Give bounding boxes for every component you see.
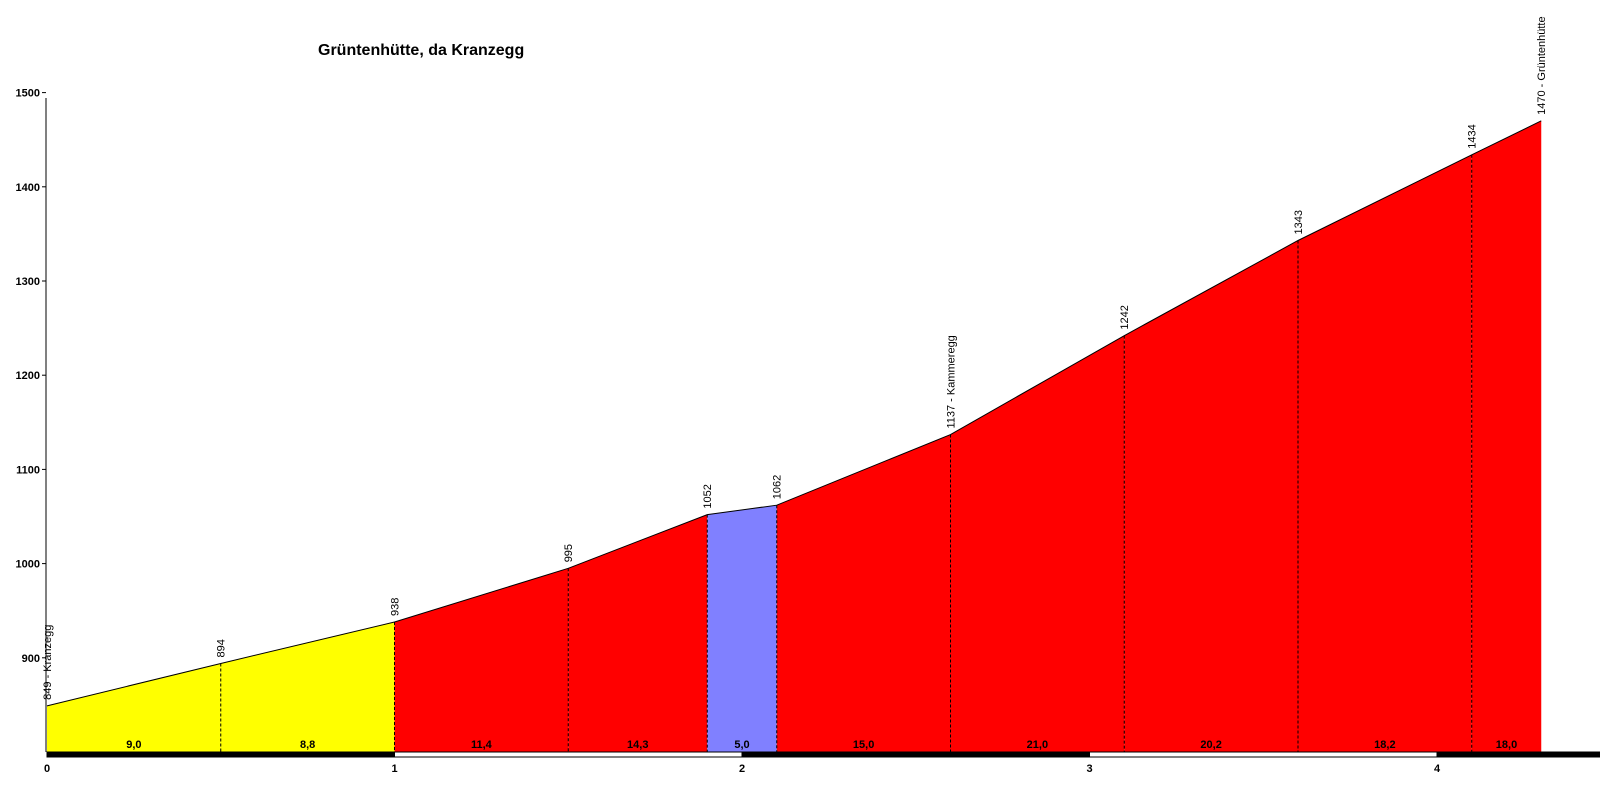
profile-segment-2 — [220, 622, 395, 752]
elevation-point-label: 938 — [390, 598, 402, 616]
y-axis: 900 1000 1100 1200 1300 1400 1500 — [16, 88, 47, 752]
chart-title: Grüntenhütte, da Kranzegg — [318, 42, 524, 59]
x-tick-label: 4 — [1434, 763, 1441, 775]
gradient-label: 11,4 — [471, 739, 493, 751]
profile-segment-3 — [394, 568, 569, 752]
profile-segment-6 — [776, 434, 951, 752]
point-labels: 849 - Kranzegg 894 938 995 1052 1062 1137 - Ka… — [42, 16, 1548, 699]
profile-segment-8 — [1124, 240, 1298, 752]
gradient-label: 21,0 — [1027, 739, 1048, 751]
gradient-label: 20,2 — [1200, 739, 1221, 751]
segment-dividers — [220, 154, 1473, 752]
x-axis-km-bar — [394, 751, 743, 758]
gradient-label: 14,3 — [627, 739, 648, 751]
x-axis-km-bar — [1436, 751, 1600, 758]
y-tick-label: 1200 — [16, 370, 40, 382]
elevation-point-label: 1242 — [1119, 305, 1131, 329]
y-tick-label: 900 — [22, 653, 40, 665]
gradient-label: 8,8 — [300, 739, 315, 751]
elevation-point-label: 894 — [216, 639, 228, 657]
profile-segment-5 — [707, 505, 777, 752]
x-axis: 0 1 2 3 4 — [44, 751, 1600, 775]
elevation-point-label: 1062 — [772, 475, 784, 499]
gradient-label: 5,0 — [734, 739, 749, 751]
y-tick-label: 1400 — [16, 182, 40, 194]
gradient-label: 18,2 — [1374, 739, 1395, 751]
profile-segment-4 — [568, 514, 708, 752]
profile-segment-7 — [950, 335, 1125, 752]
profile-segment-10 — [1471, 120, 1542, 753]
y-tick-label: 1000 — [16, 559, 40, 571]
elevation-point-label: 849 - Kranzegg — [42, 625, 54, 700]
x-axis-km-bar — [741, 751, 1090, 758]
elevation-point-label: 1343 — [1293, 210, 1305, 234]
x-tick-label: 3 — [1086, 763, 1092, 775]
profile-areas — [46, 120, 1542, 753]
y-tick-label: 1100 — [16, 464, 40, 476]
profile-segment-1 — [47, 663, 221, 752]
x-axis-km-bar — [46, 751, 395, 758]
elevation-point-label: 995 — [563, 544, 575, 562]
gradient-label: 9,0 — [126, 739, 141, 751]
y-tick-label: 1500 — [16, 88, 40, 100]
x-axis-km-bar — [1089, 751, 1438, 758]
x-tick-label: 2 — [739, 763, 745, 775]
elevation-point-label: 1434 — [1467, 124, 1479, 148]
gradient-label: 15,0 — [853, 739, 874, 751]
profile-segment-9 — [1298, 154, 1472, 753]
x-tick-label: 0 — [44, 763, 50, 775]
elevation-point-label: 1052 — [702, 484, 714, 508]
y-tick-label: 1300 — [16, 276, 40, 288]
elevation-point-label: 1137 - Kammeregg — [946, 335, 958, 428]
gradient-labels: 9,0 8,8 11,4 14,3 5,0 15,0 21,0 20,2 18,2 18,0 — [126, 739, 1517, 751]
x-tick-label: 1 — [391, 763, 397, 775]
elevation-point-label: 1470 - Grüntenhütte — [1536, 16, 1548, 114]
gradient-label: 18,0 — [1496, 739, 1517, 751]
